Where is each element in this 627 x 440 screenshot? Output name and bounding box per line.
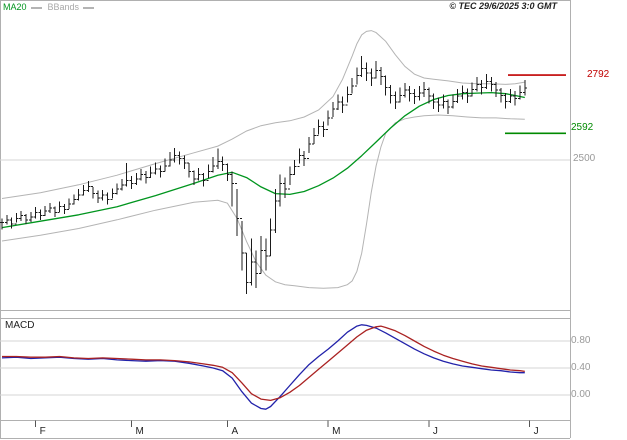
bollinger-upper-line — [1, 30, 525, 199]
month-label: J — [534, 426, 539, 437]
ma20-legend-swatch — [30, 6, 42, 9]
month-label: J — [433, 426, 438, 437]
bollinger-lower-line — [1, 114, 525, 289]
support-price-label: 2592 — [571, 122, 594, 133]
month-label: A — [231, 426, 238, 437]
macd-signal-line — [2, 325, 525, 402]
legend: MA20 BBands — [3, 3, 100, 12]
ma20-legend-label: MA20 — [3, 2, 27, 12]
macd-axis-label-080: 0.80 — [571, 335, 591, 346]
resistance-price-label: 2792 — [587, 69, 610, 80]
bbands-legend-swatch — [83, 6, 95, 9]
macd-panel-label: MACD — [5, 320, 35, 331]
copyright-text: © TEC 29/6/2025 3:0 GMT — [449, 1, 557, 11]
month-label: F — [40, 426, 46, 437]
gridline-price-label: 2500 — [573, 153, 596, 164]
macd-axis-label-040: 0.40 — [571, 362, 591, 373]
month-label: M — [332, 426, 340, 437]
bbands-legend-label: BBands — [47, 2, 80, 12]
macd-line — [1, 324, 525, 410]
month-label: M — [136, 426, 144, 437]
macd-axis-label-000: 0.00 — [571, 389, 591, 400]
